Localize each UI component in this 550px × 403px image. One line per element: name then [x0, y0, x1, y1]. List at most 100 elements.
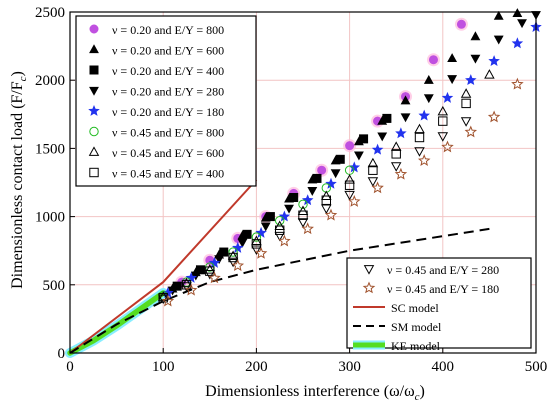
- data-point: [359, 134, 369, 144]
- data-point: [297, 218, 309, 228]
- data-point: [484, 69, 495, 79]
- data-point: [344, 180, 355, 190]
- data-point: [298, 210, 308, 220]
- legend-marker: [88, 105, 100, 116]
- data-point: [274, 231, 285, 242]
- plot-frame: [69, 11, 537, 354]
- legend-label: SM model: [391, 320, 442, 334]
- data-point: [289, 193, 299, 203]
- y-tick-label: 0: [58, 346, 66, 362]
- data-point: [190, 271, 201, 281]
- data-point: [274, 220, 285, 231]
- data-point: [348, 194, 361, 207]
- legend-marker: [89, 86, 99, 96]
- data-point: [167, 286, 178, 296]
- data-point: [367, 157, 379, 168]
- data-point: [330, 169, 341, 179]
- data-point: [348, 161, 361, 173]
- data-point: [255, 226, 267, 238]
- data-point: [254, 246, 268, 259]
- data-point: [511, 37, 524, 49]
- y-tick-label: 1500: [35, 141, 65, 157]
- data-point: [414, 132, 425, 143]
- x-tick-label: 400: [432, 359, 455, 375]
- data-point: [228, 247, 238, 257]
- data-point: [278, 210, 291, 222]
- data-point: [260, 222, 271, 232]
- data-point: [371, 143, 384, 155]
- x-axis-title: Dimensionless interference (ω/ωc): [205, 383, 425, 403]
- data-point: [456, 19, 466, 29]
- data-point: [423, 74, 434, 84]
- data-point: [447, 53, 458, 63]
- data-point: [470, 31, 481, 41]
- data-point: [298, 199, 308, 210]
- data-point: [251, 239, 262, 249]
- data-point: [214, 255, 225, 265]
- data-point: [377, 132, 388, 142]
- data-point: [227, 257, 239, 268]
- data-point: [184, 283, 198, 296]
- legend-secondary-box: [346, 257, 532, 349]
- data-point: [460, 88, 472, 98]
- legend-label: ν = 0.20 and E/Y = 800: [112, 23, 224, 37]
- data-point: [390, 162, 402, 172]
- data-point: [488, 55, 500, 67]
- data-point: [437, 105, 449, 116]
- data-point: [227, 250, 239, 261]
- data-point: [400, 113, 411, 123]
- data-point: [204, 270, 216, 280]
- data-point: [493, 10, 504, 20]
- data-point: [461, 98, 471, 109]
- legend-label: KE model: [391, 339, 441, 353]
- data-point: [428, 55, 438, 65]
- data-point: [438, 116, 448, 126]
- data-point: [517, 19, 527, 29]
- data-point: [312, 173, 322, 183]
- data-point: [414, 123, 425, 134]
- x-tick-label: 100: [152, 359, 175, 375]
- data-point: [284, 204, 294, 214]
- data-point: [470, 54, 481, 64]
- data-point: [511, 77, 524, 90]
- data-point: [251, 232, 262, 242]
- legend-label: ν = 0.45 and E/Y = 400: [112, 167, 224, 181]
- legend-label: ν = 0.20 and E/Y = 180: [112, 105, 224, 119]
- data-point: [219, 247, 229, 257]
- legend-main: ν = 0.20 and E/Y = 800 ν = 0.20 and E/Y =…: [75, 15, 257, 187]
- series-2: [172, 113, 392, 291]
- data-point: [418, 109, 430, 121]
- data-point: [324, 208, 338, 221]
- y-tick-label: 2000: [35, 73, 65, 89]
- data-point: [441, 91, 454, 103]
- series-3: [167, 11, 541, 296]
- data-point: [275, 215, 285, 226]
- data-point: [297, 205, 309, 216]
- legend-marker: [88, 146, 100, 156]
- data-point: [251, 245, 262, 255]
- legend-secondary: ν = 0.45 and E/Y = 280 ν = 0.45 and E/Y =…: [346, 257, 532, 353]
- legend-label: ν = 0.45 and E/Y = 600: [112, 146, 224, 160]
- data-point: [321, 204, 332, 215]
- legend-marker: [89, 44, 99, 54]
- data-point: [208, 256, 221, 268]
- data-point: [275, 225, 285, 235]
- legend-label: ν = 0.45 and E/Y = 800: [112, 126, 224, 140]
- data-point: [251, 235, 262, 246]
- data-point: [344, 174, 355, 184]
- series-9: [161, 77, 524, 307]
- data-point: [301, 194, 314, 206]
- data-point: [237, 238, 248, 248]
- data-point: [307, 187, 318, 196]
- ke-model-line: [67, 290, 166, 356]
- legend-marker: [89, 126, 99, 137]
- legend-marker: [363, 265, 375, 275]
- series-6: [157, 69, 495, 301]
- data-point: [437, 132, 449, 142]
- legend-marker: [89, 167, 99, 178]
- data-point: [232, 241, 244, 253]
- data-point: [487, 110, 501, 123]
- data-point: [368, 165, 378, 175]
- legend-marker: [362, 281, 376, 294]
